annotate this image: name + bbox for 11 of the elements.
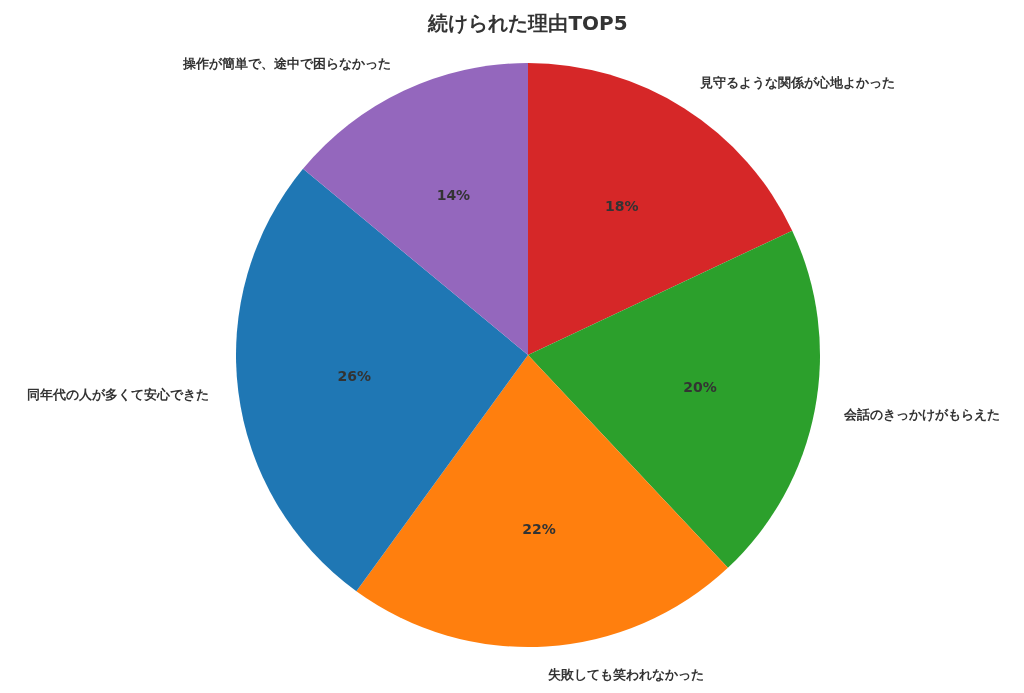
data-label: 20% [683,378,717,395]
data-label: 22% [522,520,556,537]
data-label: 14% [436,187,471,204]
slice-label: 会話のきっかけがもらえた [842,406,1000,422]
data-label: 18% [605,198,639,215]
slice-label: 見守るような関係が心地よかった [699,75,896,91]
slice-label: 操作が簡単で、途中で困らなかった [182,55,392,71]
slice-label: 同年代の人が多くて安心できた [27,386,210,402]
slice-label: 失敗しても笑われなかった [548,667,705,683]
data-label: 26% [337,367,371,384]
chart-title: 続けられた理由TOP5 [427,11,628,35]
